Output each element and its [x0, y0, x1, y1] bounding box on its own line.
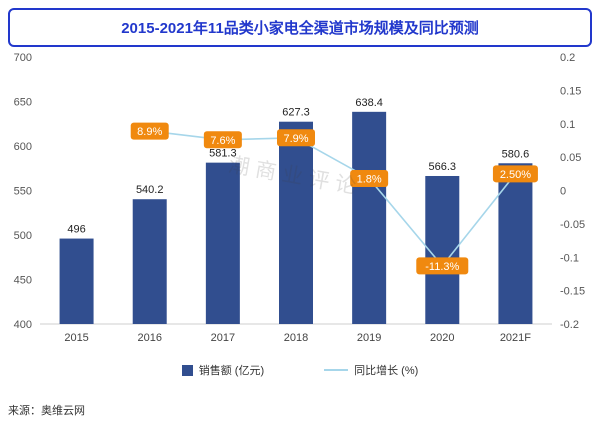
yoy-label: 2.50% [500, 169, 531, 181]
left-axis-tick: 600 [14, 141, 32, 153]
right-axis-tick: -0.15 [560, 286, 585, 298]
legend-label-yoy: 同比增长 (%) [354, 365, 419, 377]
left-axis-tick: 650 [14, 97, 32, 109]
yoy-label-bg [277, 129, 315, 147]
bar-value-label: 581.3 [209, 148, 237, 160]
left-axis-tick: 550 [14, 186, 32, 198]
legend-item-yoy: 同比增长 (%) [324, 362, 418, 378]
right-axis-tick: -0.2 [560, 319, 579, 331]
yoy-label: -11.3% [425, 261, 459, 273]
right-axis-tick: -0.1 [560, 252, 579, 264]
left-axis-tick: 450 [14, 275, 32, 287]
yoy-label: 1.8% [357, 173, 382, 185]
yoy-label: 8.9% [137, 126, 162, 138]
right-axis-tick: 0.15 [560, 85, 581, 97]
yoy-label: 7.9% [283, 133, 308, 145]
bar-2015 [59, 238, 94, 324]
combo-chart: 700 650 600 550 500 450 400 0.2 0.15 0.1 0.05 0 -0.0… [14, 52, 585, 344]
left-axis-tick: 700 [14, 52, 32, 64]
chart-title: 2015-2021年11品类小家电全渠道市场规模及同比预测 [8, 8, 592, 47]
left-axis-tick: 400 [14, 319, 32, 331]
bar-value-label: 566.3 [429, 161, 457, 173]
bar-value-label: 540.2 [136, 184, 164, 196]
x-axis-label: 2018 [284, 332, 308, 344]
bar-value-label: 627.3 [282, 107, 310, 119]
legend: 销售额 (亿元) 同比增长 (%) [0, 362, 600, 378]
line-legend-swatch [324, 369, 349, 371]
legend-label-sales: 销售额 (亿元) [198, 365, 265, 377]
legend-item-sales: 销售额 (亿元) [181, 362, 265, 378]
x-axis-label: 2017 [211, 332, 235, 344]
right-axis-tick: 0.05 [560, 152, 581, 164]
bar-value-label: 580.6 [502, 148, 530, 160]
x-axis-label: 2019 [357, 332, 381, 344]
left-axis-tick: 500 [14, 230, 32, 242]
x-axis-label: 2021F [500, 332, 531, 344]
bar-value-label: 638.4 [355, 97, 383, 109]
right-axis-tick: -0.05 [560, 219, 585, 231]
yoy-line [149, 130, 517, 268]
yoy-label-bg [492, 165, 538, 183]
right-axis-tick: 0 [560, 186, 566, 198]
bar-value-label: 496 [67, 224, 85, 236]
bar-2020 [425, 175, 460, 324]
yoy-label-bg [130, 122, 169, 140]
bar-2017 [205, 162, 240, 324]
right-axis-tick: 0.1 [560, 119, 575, 131]
yoy-label: 7.6% [210, 135, 235, 147]
yoy-label-bg [203, 131, 242, 149]
x-axis-label: 2016 [137, 332, 161, 344]
bar-2021F [498, 163, 533, 324]
right-axis-tick: 0.2 [560, 52, 575, 64]
bar-2018 [279, 121, 313, 324]
yoy-label-bg [416, 257, 469, 275]
bar-2016 [132, 199, 167, 324]
bar-legend-swatch [181, 364, 193, 376]
yoy-label-bg [350, 169, 389, 187]
x-axis-label: 2020 [430, 332, 454, 344]
bar-2019 [352, 111, 387, 324]
source-text: 来源：奥维云网 [8, 405, 85, 417]
x-axis-label: 2015 [64, 332, 88, 344]
